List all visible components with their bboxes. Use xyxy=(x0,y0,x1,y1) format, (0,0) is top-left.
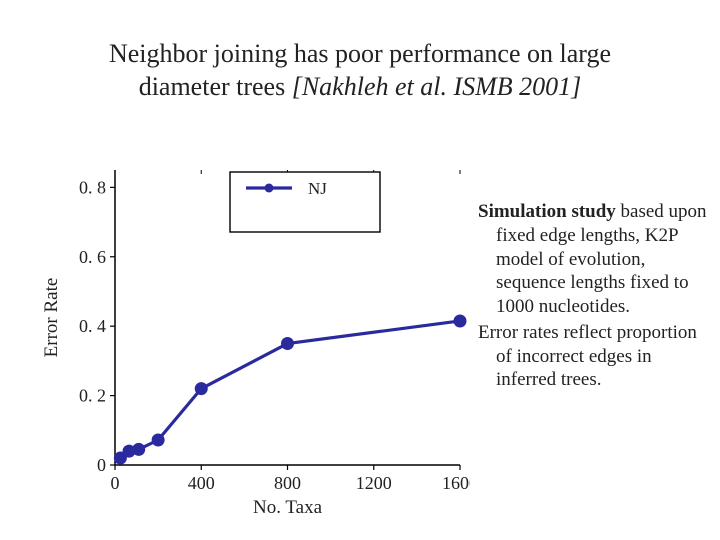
slide-title: Neighbor joining has poor performance on… xyxy=(0,0,720,103)
title-line-2-plain: diameter trees xyxy=(139,72,292,101)
svg-text:0. 4: 0. 4 xyxy=(79,316,106,336)
svg-text:0: 0 xyxy=(111,473,120,493)
title-line-2: diameter trees [Nakhleh et al. ISMB 2001… xyxy=(139,72,582,101)
svg-text:0. 6: 0. 6 xyxy=(79,247,106,267)
svg-text:NJ: NJ xyxy=(308,179,327,198)
svg-text:0. 2: 0. 2 xyxy=(79,386,106,406)
caption-bold: Simulation study xyxy=(478,201,616,222)
title-line-1: Neighbor joining has poor performance on… xyxy=(109,39,611,68)
title-citation: [Nakhleh et al. ISMB 2001] xyxy=(292,72,582,101)
caption-para-1: Simulation study based upon fixed edge l… xyxy=(478,200,708,319)
svg-text:1600: 1600 xyxy=(442,473,470,493)
svg-text:1200: 1200 xyxy=(356,473,392,493)
error-rate-chart: 0 0. 2 0. 4 0. 6 0. 8 0 400 800 1200 1600 Error Ra… xyxy=(40,160,470,530)
svg-text:Error Rate: Error Rate xyxy=(41,278,62,358)
svg-text:800: 800 xyxy=(274,473,301,493)
svg-text:0: 0 xyxy=(97,455,106,475)
svg-text:0. 8: 0. 8 xyxy=(79,177,106,197)
caption-para-2: Error rates reflect proportion of incorr… xyxy=(478,321,708,392)
svg-text:No. Taxa: No. Taxa xyxy=(253,497,323,518)
caption-text: Simulation study based upon fixed edge l… xyxy=(478,200,708,394)
svg-text:400: 400 xyxy=(188,473,215,493)
